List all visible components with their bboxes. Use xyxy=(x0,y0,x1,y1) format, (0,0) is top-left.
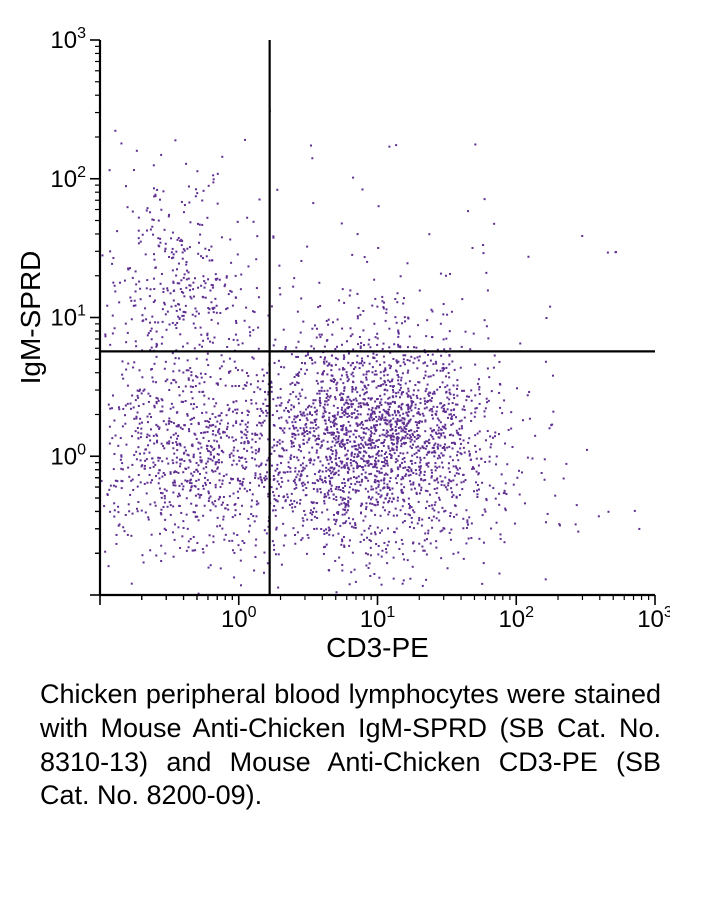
scatter-chart: 100101102103100101102103CD3-PEIgM-SPRD xyxy=(10,20,670,660)
figure-caption: Chicken peripheral blood lymphocytes wer… xyxy=(40,678,661,813)
svg-text:IgM-SPRD: IgM-SPRD xyxy=(15,251,46,385)
chart-svg: 100101102103100101102103CD3-PEIgM-SPRD xyxy=(10,20,670,660)
figure-container: 100101102103100101102103CD3-PEIgM-SPRD C… xyxy=(0,0,701,833)
svg-text:CD3-PE: CD3-PE xyxy=(326,632,429,660)
